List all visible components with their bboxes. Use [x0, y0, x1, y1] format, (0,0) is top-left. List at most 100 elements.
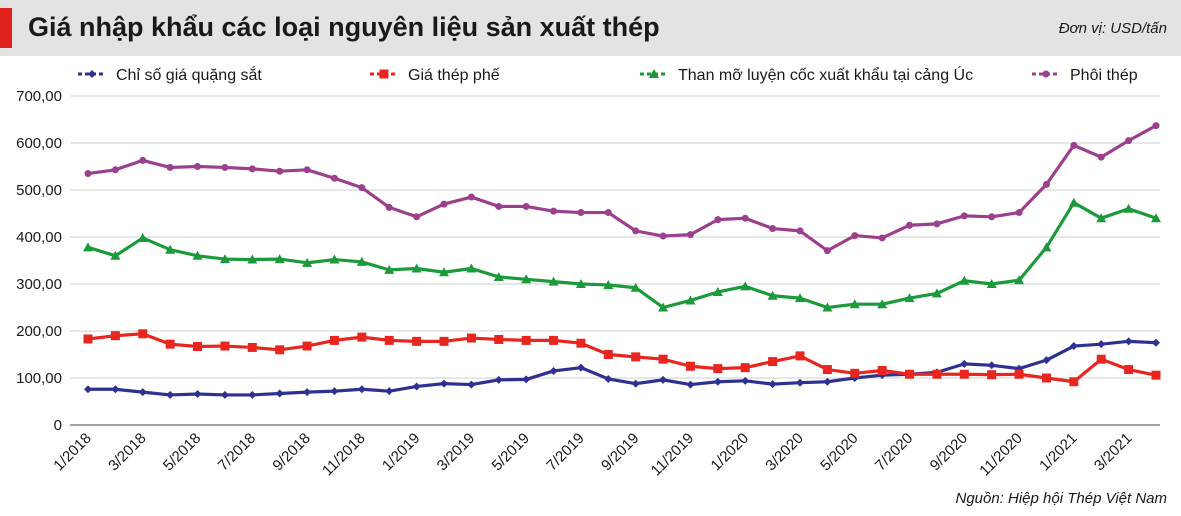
x-tick-label: 3/2021 [1091, 430, 1135, 474]
data-point [768, 380, 777, 389]
data-point [1152, 338, 1160, 347]
data-point [658, 354, 668, 364]
data-point [411, 263, 422, 273]
data-point [986, 279, 997, 288]
data-point [1068, 197, 1079, 207]
x-tick-label: 5/2019 [489, 430, 533, 474]
data-point [1097, 340, 1106, 349]
data-point [412, 382, 421, 391]
data-point [521, 335, 531, 345]
x-tick-label: 7/2018 [215, 430, 259, 474]
data-point [659, 375, 668, 384]
data-point [522, 375, 531, 384]
data-point [904, 293, 915, 303]
y-tick-label: 300,00 [16, 276, 62, 293]
header: Giá nhập khẩu các loại nguyên liệu sản x… [0, 0, 1181, 56]
legend-swatch-marker [379, 69, 389, 79]
data-point [577, 209, 585, 217]
data-point [221, 163, 229, 171]
data-point [604, 374, 613, 383]
data-point [247, 342, 257, 352]
x-tick-label: 3/2019 [434, 430, 478, 474]
data-point [987, 370, 997, 380]
unit-label: Đơn vị: USD/tấn [1058, 20, 1167, 37]
x-tick-label: 9/2018 [269, 430, 313, 474]
data-point [906, 221, 914, 229]
data-point [933, 220, 941, 228]
data-point [796, 227, 804, 235]
data-point [631, 379, 640, 388]
data-point [768, 357, 778, 367]
data-point [769, 225, 777, 233]
line-chart: Chỉ số giá quặng sắt Giá thép phế Than mỡ … [16, 65, 1161, 480]
data-point [878, 234, 886, 242]
legend-label: Giá thép phế [408, 67, 500, 84]
x-tick-label: 3/2018 [105, 430, 149, 474]
data-point [110, 331, 120, 341]
data-point [604, 209, 612, 217]
legend-swatch-marker [88, 70, 96, 78]
x-tick-label: 11/2018 [319, 430, 369, 480]
x-tick-label: 9/2019 [598, 430, 642, 474]
data-point [685, 361, 695, 371]
data-point [549, 335, 559, 345]
series-line [87, 332, 1157, 384]
series-3 [83, 197, 1161, 312]
data-point [1152, 122, 1160, 130]
series-line [87, 124, 1157, 253]
data-point [767, 290, 778, 300]
data-point [110, 250, 121, 260]
data-point [467, 380, 476, 389]
data-point [740, 363, 750, 373]
y-tick-label: 400,00 [16, 229, 62, 246]
data-point [576, 363, 585, 372]
data-point [576, 338, 586, 348]
x-tick-label: 1/2020 [708, 430, 752, 474]
chart-title: Giá nhập khẩu các loại nguyên liệu sản x… [28, 12, 660, 42]
data-point [165, 339, 175, 349]
x-tick-label: 11/2020 [976, 430, 1026, 480]
data-point [959, 275, 970, 285]
data-point [412, 336, 422, 346]
data-point [795, 293, 805, 303]
legend-swatch-marker [1042, 70, 1050, 78]
data-point [632, 227, 640, 235]
data-point [138, 388, 147, 397]
data-point [1097, 153, 1105, 161]
x-tick-label: 1/2019 [379, 430, 423, 474]
data-point [303, 166, 311, 174]
legend-swatch-marker [649, 69, 659, 78]
data-point [931, 288, 942, 298]
x-tick-label: 1/2021 [1036, 430, 1080, 474]
data-point [823, 247, 831, 255]
data-point [713, 364, 723, 374]
data-point [1123, 203, 1134, 213]
data-point [193, 389, 202, 398]
data-point [603, 350, 613, 359]
data-point [248, 390, 257, 399]
data-point [1096, 354, 1106, 364]
data-point [822, 365, 832, 375]
data-point [630, 282, 641, 292]
data-point [139, 156, 147, 164]
data-point [740, 281, 751, 291]
data-point [686, 231, 694, 239]
grid-lines [70, 95, 1160, 426]
data-point [330, 387, 339, 396]
data-point [275, 345, 285, 355]
y-axis: 0 100,00 200,00 300,00 400,00 500,00 600,00 700… [16, 88, 62, 434]
x-axis: 1/2018 3/2018 5/2018 7/2018 9/2018 11/2018 1/2… [50, 430, 1135, 480]
series-4 [84, 122, 1160, 255]
data-point [276, 167, 284, 175]
x-tick-label: 5/2018 [160, 430, 204, 474]
data-point [959, 369, 969, 379]
data-point [1015, 209, 1023, 217]
data-point [329, 254, 340, 264]
data-point [440, 379, 448, 388]
data-point [466, 333, 476, 343]
y-tick-label: 0 [54, 417, 62, 434]
data-point [302, 257, 313, 267]
data-point [330, 174, 338, 182]
data-point [220, 390, 229, 399]
data-point [111, 385, 120, 394]
